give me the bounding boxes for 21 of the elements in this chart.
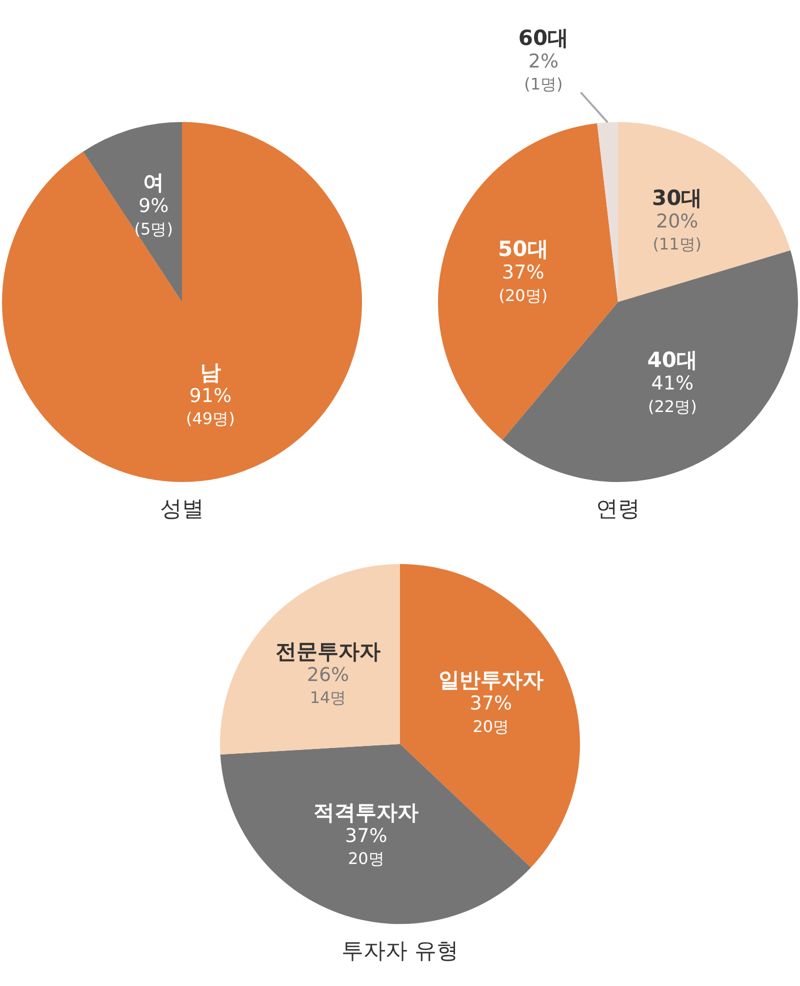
slice-label: 일반투자자 [438, 668, 544, 692]
slice-label: 60대 [518, 26, 569, 50]
data-label: 37% 20명 [470, 692, 512, 736]
data-label: 37% 20명 [345, 824, 388, 868]
data-label: 91% (49명) [186, 384, 235, 428]
slice-label: 적격투자자 [314, 800, 419, 824]
data-label: 37% (20명) [498, 262, 548, 305]
slice-label: 40대 [647, 348, 698, 372]
data-label: 41% (22명) [648, 372, 697, 416]
text: 연령 [595, 496, 641, 524]
data-label: 2% (1명) [524, 50, 563, 94]
slice-label: 전문투자자 [275, 640, 380, 664]
slice-label: 50대 [498, 237, 548, 262]
slice-label: 남 [200, 360, 221, 384]
data-label: 9% (5명) [134, 195, 173, 238]
slice-label: 30대 [652, 186, 702, 210]
data-label: 26% 14명 [306, 664, 350, 708]
text: 투자자 유형 [340, 938, 460, 966]
slice-label: 여 [143, 170, 164, 195]
text: 성별 [159, 496, 205, 524]
data-label: 20% (11명) [652, 210, 702, 254]
